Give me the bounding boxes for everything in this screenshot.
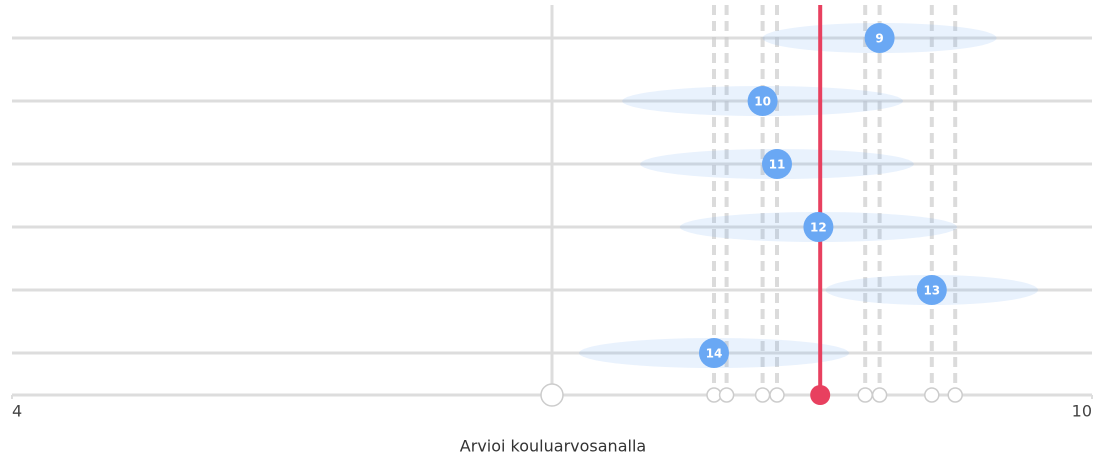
dot — [916, 275, 947, 305]
point — [769, 387, 785, 403]
point — [924, 387, 940, 403]
dot — [747, 86, 778, 116]
dot — [762, 149, 792, 179]
dot-label: 11 — [769, 158, 786, 172]
point — [857, 387, 873, 403]
dot-label: 10 — [754, 95, 771, 109]
x-tick-label: 10 — [1072, 402, 1092, 421]
point — [718, 387, 735, 403]
dot-label: 14 — [706, 347, 723, 361]
x-tick-label: 4 — [12, 402, 22, 421]
dot-label: 9 — [875, 32, 883, 46]
anchor-point — [540, 383, 564, 407]
dot — [803, 212, 834, 242]
point — [754, 387, 771, 403]
dot-label: 12 — [810, 221, 827, 235]
marker-point — [810, 385, 831, 405]
dot — [864, 23, 895, 53]
point — [871, 387, 888, 403]
dot-label: 13 — [923, 284, 940, 298]
dot — [699, 338, 729, 368]
x-axis-label: Arvioi kouluarvosanalla — [460, 437, 646, 456]
point — [947, 387, 963, 403]
